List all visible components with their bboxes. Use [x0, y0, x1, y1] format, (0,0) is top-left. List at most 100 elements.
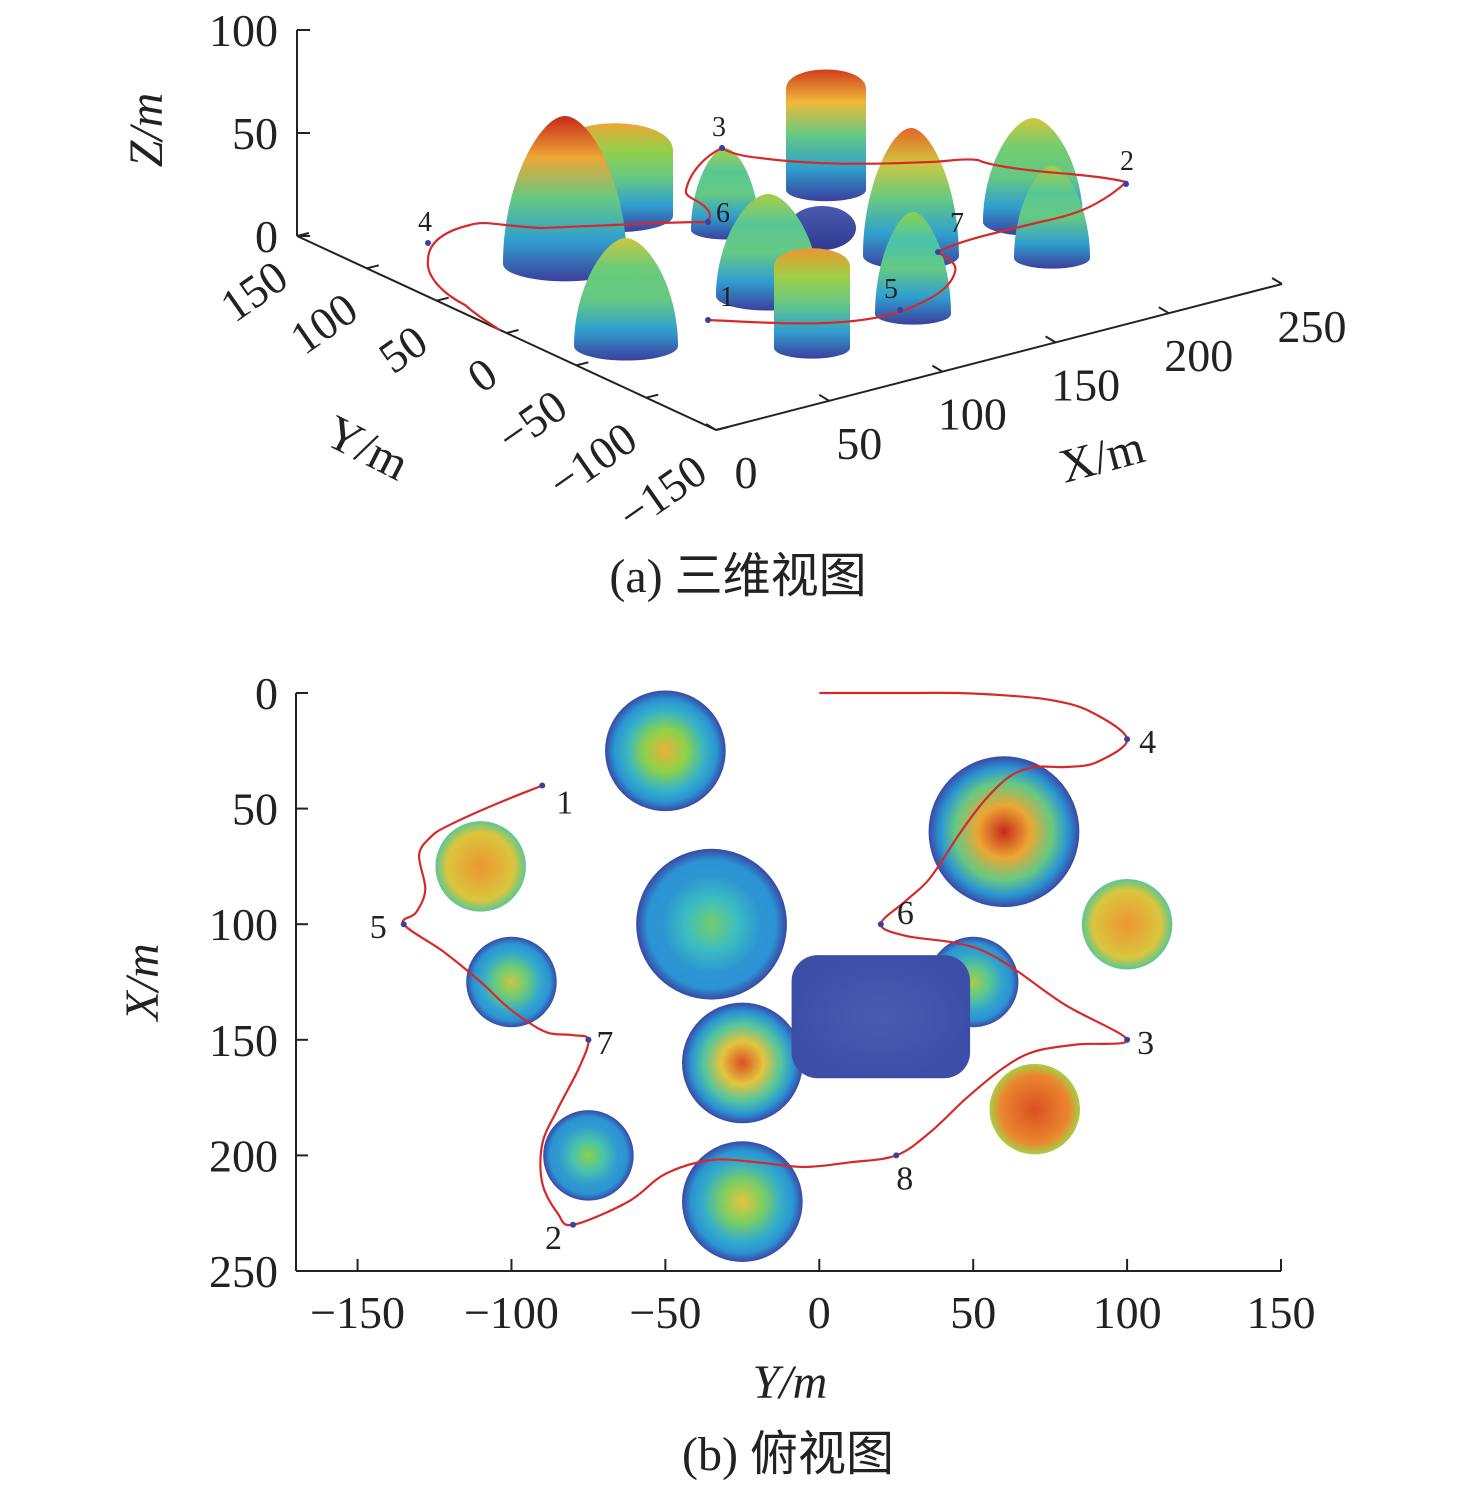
waypoint-label: 8 [896, 1160, 913, 1197]
top-view-x-tick-label: −150 [310, 1287, 405, 1338]
top-view-x-axis-label: Y/m [753, 1356, 828, 1409]
x-tick-3d [705, 423, 717, 431]
x-tick-label-3d: 50 [836, 418, 882, 469]
x-tick-3d [1158, 306, 1170, 315]
top-view-x-tick-label: 50 [950, 1287, 996, 1338]
waypoint-marker-3d [897, 307, 903, 313]
waypoint-label-3d: 7 [950, 208, 964, 239]
waypoint-label: 4 [1139, 724, 1156, 761]
waypoint-marker [893, 1152, 900, 1159]
waypoint-label: 7 [596, 1025, 613, 1062]
y-tick-label-3d: 0 [458, 347, 506, 402]
obstacle-circle [543, 1110, 634, 1201]
waypoint-label: 3 [1137, 1025, 1154, 1062]
obstacle-circle [928, 756, 1080, 908]
y-tick-3d [436, 296, 449, 302]
y-tick-label-3d: 50 [369, 315, 436, 383]
3d-waypoints: 1 2 3 4 5 6 7 [418, 112, 1134, 323]
y-tick-3d [296, 232, 310, 237]
x-axis-label-3d: X/m [1054, 420, 1150, 493]
waypoint-label: 5 [370, 909, 387, 946]
x-tick-3d [1271, 277, 1283, 285]
waypoint-marker-3d [935, 249, 941, 255]
waypoint-label: 1 [556, 784, 573, 821]
top-view-y-tick-label: 150 [209, 1015, 278, 1066]
top-view-y-tick-label: 250 [209, 1246, 278, 1297]
x-tick-3d [818, 393, 830, 402]
caption-a: (a) 三维视图 [609, 550, 866, 603]
obstacle-circle [605, 690, 726, 812]
waypoint-label-3d: 3 [712, 112, 726, 143]
x-tick-label-3d: 0 [735, 447, 758, 498]
z-tick-label: 50 [232, 108, 278, 159]
waypoint-marker-3d [719, 145, 725, 151]
waypoint-marker [585, 1036, 592, 1043]
waypoint-marker-3d [425, 240, 431, 246]
x-tick-label-3d: 250 [1278, 301, 1347, 352]
obstacle-circle [466, 936, 557, 1028]
top-view-y-tick-label: 50 [232, 784, 278, 835]
obstacle-circle [435, 821, 526, 912]
top-view-flight-path [401, 691, 1129, 1227]
top-view-ticks [296, 692, 1282, 1272]
y-tick-label-3d: 100 [281, 283, 367, 364]
waypoint-label-3d: 6 [716, 198, 730, 229]
y-tick-3d [576, 361, 589, 367]
obstacle-3d [1014, 166, 1090, 269]
obstacle-square [791, 955, 971, 1079]
caption-b: (b) 俯视图 [682, 1428, 894, 1481]
waypoint-label-3d: 5 [884, 274, 898, 305]
x-tick-3d [1045, 335, 1057, 344]
z-axis-label: Z/m [120, 93, 173, 168]
y-axis-label-3d: Y/m [317, 405, 417, 491]
waypoint-marker [1124, 1036, 1131, 1043]
panel-top-view: 1 2 3 4 5 6 7 8 −150 −100 −50 0 50 100 150 0 50 100 150 20… [116, 668, 1316, 1481]
obstacle-3d [574, 238, 678, 361]
obstacle-circle [681, 1002, 803, 1124]
waypoint-marker-3d [705, 219, 711, 225]
obstacle-circle [989, 1063, 1080, 1155]
waypoint-marker [539, 782, 546, 789]
x-tick-3d [931, 364, 943, 373]
y-tick-3d [506, 329, 519, 334]
waypoint-label: 6 [897, 895, 914, 932]
top-view-y-tick-label: 100 [209, 899, 278, 950]
3d-axis-ticks [296, 29, 1283, 431]
waypoint-marker-3d [705, 317, 711, 323]
top-view-x-tick-label: 100 [1093, 1287, 1162, 1338]
waypoint-marker [1124, 736, 1131, 743]
y-tick-3d [366, 264, 380, 270]
top-view-x-tick-label: −100 [464, 1287, 559, 1338]
waypoint-label-3d: 1 [720, 282, 734, 313]
waypoint-marker-3d [1123, 181, 1129, 187]
waypoint-label: 2 [545, 1220, 562, 1257]
x-tick-label-3d: 150 [1051, 359, 1120, 410]
top-view-y-axis-label: X/m [116, 943, 169, 1022]
obstacle-3d [774, 248, 850, 359]
top-view-x-tick-label: 0 [808, 1287, 831, 1338]
waypoint-marker [570, 1221, 577, 1228]
waypoint-label-3d: 2 [1120, 146, 1134, 177]
obstacle-circle [1081, 878, 1173, 970]
waypoint-marker [400, 921, 407, 928]
obstacle-circle [681, 1141, 803, 1262]
top-view-x-tick-label: 150 [1247, 1287, 1316, 1338]
x-tick-label-3d: 200 [1164, 330, 1233, 381]
z-tick-label: 100 [209, 5, 278, 56]
top-view-x-tick-label: −50 [629, 1287, 701, 1338]
top-view-y-tick-label: 200 [209, 1130, 278, 1181]
x-axis-line [715, 283, 1283, 431]
top-view-y-tick-label: 0 [255, 668, 278, 719]
obstacle-3d [503, 116, 627, 282]
waypoint-marker [877, 921, 884, 928]
y-tick-3d [645, 393, 659, 399]
top-view-waypoints: 1 2 3 4 5 6 7 8 [370, 724, 1156, 1257]
z-tick-label: 0 [255, 211, 278, 262]
waypoint-label-3d: 4 [418, 207, 432, 238]
obstacle-3d [786, 69, 866, 202]
obstacle-circle [636, 848, 787, 1000]
x-tick-label-3d: 100 [938, 389, 1007, 440]
top-view-obstacles [435, 690, 1173, 1262]
